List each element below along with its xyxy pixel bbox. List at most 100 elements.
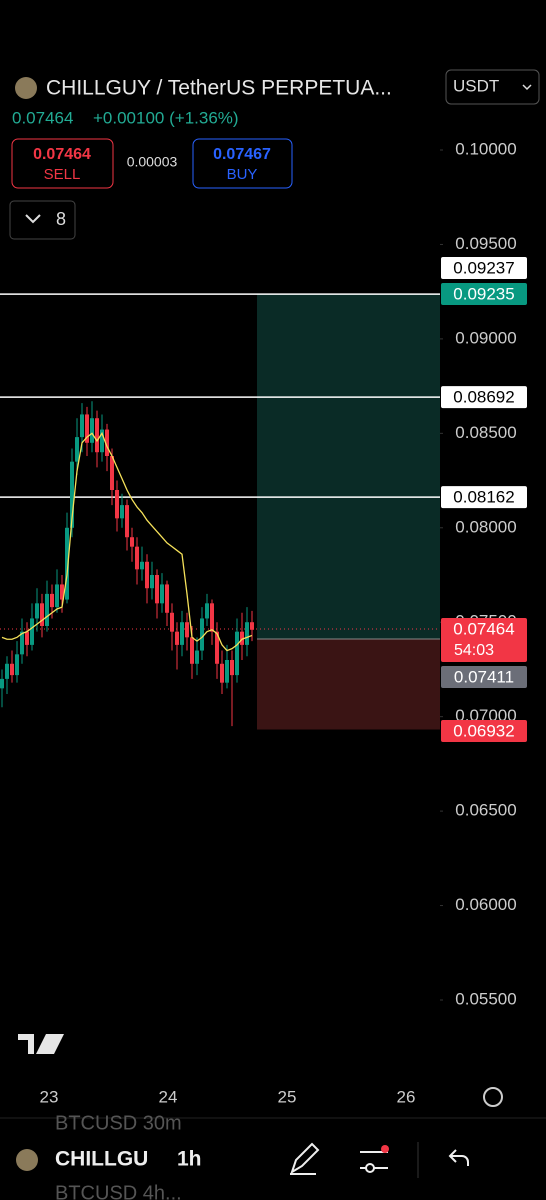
candle-body (65, 527, 69, 600)
y-tick-label: 0.09000 (455, 328, 516, 347)
candle-body (100, 429, 104, 453)
price-tag (441, 720, 527, 742)
candle-body (110, 456, 114, 490)
candle-body (190, 637, 194, 664)
candle-body (215, 631, 219, 664)
x-tick-label: 25 (278, 1087, 297, 1106)
y-tick-label: 0.06000 (455, 895, 516, 914)
buy-label: BUY (227, 166, 258, 183)
price-tag-label: 0.09235 (453, 284, 514, 303)
spread: 0.00003 (127, 154, 178, 170)
candle-body (125, 505, 129, 538)
candle-body (0, 678, 4, 689)
coin-icon (16, 1149, 38, 1171)
moving-average (1, 431, 253, 652)
draw-icon[interactable] (290, 1142, 320, 1175)
candle-body (85, 414, 89, 443)
candle-body (30, 618, 34, 645)
candle-body (75, 437, 79, 462)
y-tick-label: 0.08000 (455, 517, 516, 536)
candle-body (105, 429, 109, 456)
candle-body (50, 593, 54, 608)
sell-price: 0.07464 (33, 146, 91, 163)
candle-body (145, 561, 149, 589)
candle-body (5, 663, 9, 679)
price-tag (441, 618, 527, 662)
candle-body (90, 418, 94, 443)
loss-zone (257, 639, 440, 730)
profit-zone (257, 294, 440, 640)
price-tag (441, 257, 527, 279)
candle-body (245, 622, 249, 645)
candle-body (10, 663, 14, 676)
ghost-symbol: BTCUSD 30m (55, 1112, 182, 1134)
indicator-count: 8 (56, 209, 66, 229)
candle-body (200, 618, 204, 651)
time-axis: 23 24 25 26 (40, 1087, 416, 1106)
candle-body (140, 561, 144, 570)
candle-body (155, 575, 159, 604)
candle-body (20, 631, 24, 655)
settings-icon[interactable] (483, 1087, 503, 1107)
symbol-title[interactable]: CHILLGUY / TetherUS PERPETUA... (46, 77, 392, 100)
x-tick-label: 23 (40, 1087, 59, 1106)
candle-body (70, 461, 74, 528)
sell-button[interactable] (11, 138, 114, 189)
footer-symbol[interactable]: CHILLGU (55, 1148, 148, 1171)
currency-select[interactable] (445, 69, 540, 105)
ghost-symbol: BTCUSD 4h... (55, 1182, 182, 1200)
candle-body (135, 546, 139, 570)
notification-dot (381, 1145, 389, 1153)
buy-button[interactable] (192, 138, 293, 189)
candle-body (180, 622, 184, 645)
candle-body (235, 631, 239, 676)
candle-body (175, 631, 179, 645)
candle-body (80, 414, 84, 438)
y-tick-label: 0.05500 (455, 989, 516, 1008)
change: +0.00100 (+1.36%) (93, 108, 239, 127)
candle-body (95, 418, 99, 453)
chevron (25, 214, 41, 224)
price-tag-label: 0.08692 (453, 388, 514, 407)
currency: USDT (453, 76, 499, 95)
candle-body (35, 603, 39, 619)
y-tick-label: 0.10000 (455, 139, 516, 158)
price-tag (441, 283, 527, 305)
candle-body (165, 584, 169, 613)
candle-body (45, 593, 49, 626)
price-tag (441, 486, 527, 509)
candle-body (220, 663, 224, 683)
candle-body (205, 603, 209, 619)
price-tag-label: 0.07464 (453, 619, 514, 638)
x-tick-label: 24 (159, 1087, 178, 1106)
sell-label: SELL (44, 166, 81, 183)
candle-body (230, 660, 234, 676)
candle-body (150, 575, 154, 589)
undo-icon[interactable] (448, 1149, 469, 1166)
price-tag-label: 0.09237 (453, 258, 514, 277)
candle-body (55, 584, 59, 608)
slider-knob (365, 1163, 375, 1173)
price-tag-label: 0.07411 (454, 667, 514, 686)
logo (18, 1034, 64, 1054)
candle-body (15, 654, 19, 676)
indicator-toggle[interactable] (9, 200, 76, 240)
candle-body (195, 650, 199, 664)
y-tick-label: 0.06500 (455, 801, 516, 820)
price-tag-label: 0.08162 (453, 488, 514, 507)
last-price: 0.07464 (12, 108, 73, 127)
candle-body (120, 505, 124, 519)
candle-body (170, 612, 174, 632)
coin-icon (15, 77, 37, 99)
candle-body (160, 584, 164, 604)
countdown: 54:03 (454, 642, 494, 659)
footer-interval[interactable]: 1h (177, 1148, 202, 1171)
buy-price: 0.07467 (213, 146, 271, 163)
candle-body (240, 631, 244, 645)
plot-area (0, 293, 440, 730)
candle-body (185, 622, 189, 638)
candle-body (225, 660, 229, 683)
x-tick-label: 26 (397, 1087, 416, 1106)
price-tag (441, 386, 527, 409)
